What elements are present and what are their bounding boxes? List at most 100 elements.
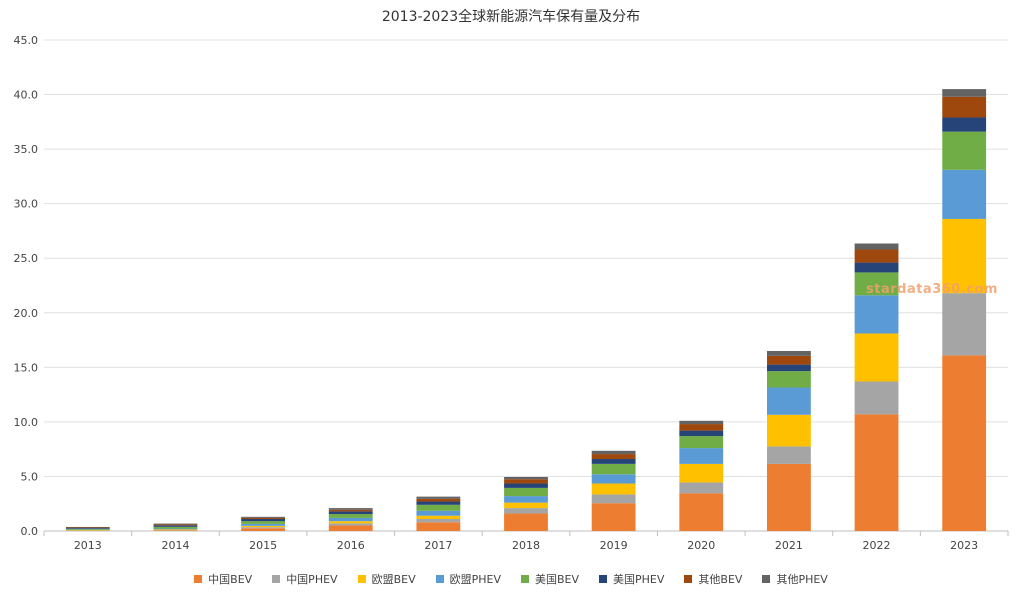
bar-segment bbox=[328, 521, 373, 524]
bar-segment bbox=[942, 131, 987, 170]
bar-segment bbox=[241, 523, 285, 526]
y-tick-label: 45.0 bbox=[14, 34, 39, 47]
bar-segment bbox=[591, 454, 636, 459]
bar-segment bbox=[854, 272, 899, 296]
bar-segment bbox=[854, 333, 899, 382]
bar-segment bbox=[679, 448, 724, 464]
y-tick-label: 5.0 bbox=[21, 470, 39, 483]
y-tick-label: 25.0 bbox=[14, 252, 39, 265]
legend-swatch bbox=[599, 575, 608, 583]
x-tick-label: 2013 bbox=[74, 539, 102, 552]
x-tick-label: 2020 bbox=[687, 539, 715, 552]
bar-segment bbox=[767, 414, 811, 447]
legend-item[interactable]: 中国PHEV bbox=[272, 571, 338, 587]
bar-segment bbox=[504, 483, 548, 488]
bar-segment bbox=[153, 528, 198, 530]
y-tick-label: 10.0 bbox=[14, 416, 39, 429]
bar-segment bbox=[328, 509, 373, 512]
x-tick-label: 2022 bbox=[863, 539, 891, 552]
y-tick-label: 35.0 bbox=[14, 143, 39, 156]
bar-segment bbox=[416, 515, 461, 519]
bar-segment bbox=[854, 249, 899, 263]
bar-segment bbox=[241, 527, 285, 529]
bar-segment bbox=[942, 117, 987, 132]
bar-segment bbox=[416, 501, 461, 505]
bar-segment bbox=[942, 96, 987, 118]
legend-item[interactable]: 欧盟PHEV bbox=[435, 571, 501, 587]
legend-label: 欧盟PHEV bbox=[449, 573, 501, 586]
bar-segment bbox=[416, 496, 461, 499]
legend-item[interactable]: 其他BEV bbox=[684, 571, 742, 587]
bar-segment bbox=[153, 525, 198, 527]
legend-swatch bbox=[762, 575, 771, 583]
legend-item[interactable]: 中国BEV bbox=[194, 571, 252, 587]
chart-title: 2013-2023全球新能源汽车保有量及分布 bbox=[381, 9, 641, 25]
bar-segment bbox=[328, 523, 373, 526]
legend-swatch bbox=[521, 575, 529, 583]
bar-segment bbox=[328, 517, 373, 522]
bar-segment bbox=[854, 262, 899, 273]
bar-segment bbox=[504, 496, 548, 503]
bar-segment bbox=[416, 518, 461, 523]
bar-segment bbox=[241, 521, 285, 524]
bar-segment bbox=[767, 387, 811, 415]
bar-segment bbox=[153, 526, 198, 529]
legend-swatch bbox=[357, 575, 366, 583]
x-tick-label: 2016 bbox=[337, 539, 365, 552]
bar-segment bbox=[416, 504, 461, 511]
legend-swatch bbox=[272, 575, 281, 583]
legend-label: 中国PHEV bbox=[286, 573, 338, 586]
bar-segment bbox=[942, 293, 987, 356]
legend-label: 中国BEV bbox=[208, 573, 253, 586]
x-tick-label: 2014 bbox=[161, 539, 189, 552]
bar-segment bbox=[328, 525, 373, 531]
bar-segment bbox=[679, 424, 724, 431]
bar-segment bbox=[679, 463, 724, 483]
y-tick-label: 0.0 bbox=[21, 525, 39, 538]
bar-segment bbox=[942, 89, 987, 97]
bar-segment bbox=[416, 510, 461, 516]
bar-segment bbox=[504, 487, 548, 497]
bar-segment bbox=[591, 463, 636, 475]
legend: 中国BEV 中国PHEV 欧盟BEV 欧盟PHEV 美国BEV 美国PHEV 其他BEV 其他… bbox=[0, 571, 1022, 587]
bar-segment bbox=[328, 511, 373, 515]
bar-segment bbox=[767, 364, 811, 372]
bar-segment bbox=[504, 476, 548, 480]
bar-segment bbox=[504, 513, 548, 531]
bar-segment bbox=[241, 525, 285, 528]
bar-segment bbox=[504, 502, 548, 509]
legend-item[interactable]: 美国PHEV bbox=[599, 571, 664, 587]
legend-swatch bbox=[435, 575, 444, 583]
bar-segment bbox=[591, 458, 636, 464]
y-tick-label: 30.0 bbox=[14, 198, 39, 211]
x-tick-label: 2021 bbox=[775, 539, 803, 552]
bar-segment bbox=[679, 436, 724, 449]
bar-segment bbox=[241, 517, 285, 519]
bar-segment bbox=[679, 430, 724, 437]
bar-segment bbox=[679, 493, 724, 531]
bar-segment bbox=[416, 498, 461, 502]
bar-segment bbox=[854, 243, 899, 250]
bar-segment bbox=[241, 516, 285, 518]
x-tick-label: 2019 bbox=[600, 539, 628, 552]
legend-item[interactable]: 美国BEV bbox=[521, 571, 579, 587]
legend-item[interactable]: 欧盟BEV bbox=[357, 571, 416, 587]
legend-item[interactable]: 其他PHEV bbox=[762, 571, 828, 587]
legend-label: 其他BEV bbox=[698, 573, 743, 586]
bar-segment bbox=[767, 371, 811, 388]
bar-segment bbox=[854, 414, 899, 531]
bar-segment bbox=[153, 523, 198, 525]
bar-segment bbox=[65, 528, 110, 530]
x-tick-label: 2023 bbox=[950, 539, 978, 552]
bar-segment bbox=[591, 474, 636, 484]
bar-segment bbox=[65, 528, 110, 529]
bar-segment bbox=[767, 446, 811, 464]
x-tick-label: 2015 bbox=[249, 539, 277, 552]
y-tick-label: 20.0 bbox=[14, 307, 39, 320]
bar-segment bbox=[767, 350, 811, 356]
bar-segment bbox=[65, 527, 110, 529]
bar-segment bbox=[153, 524, 198, 526]
y-tick-label: 15.0 bbox=[14, 361, 39, 374]
